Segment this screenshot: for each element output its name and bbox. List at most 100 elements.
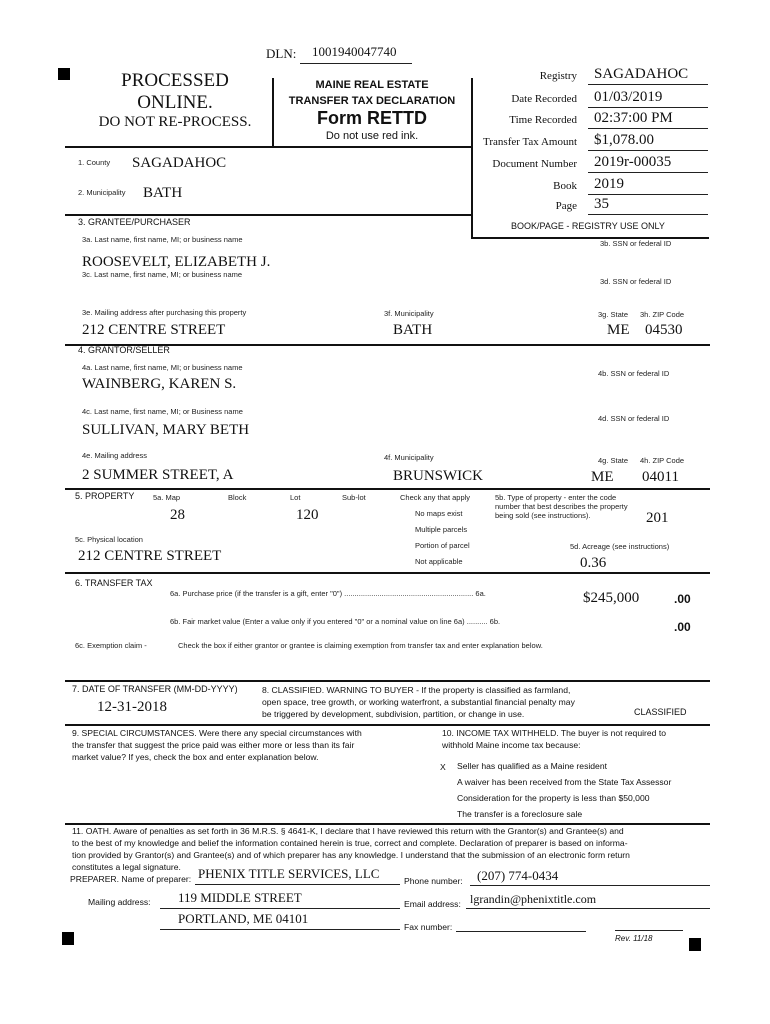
- county-value: SAGADAHOC: [132, 155, 227, 171]
- form-title-line2: TRANSFER TAX DECLARATION: [288, 95, 456, 107]
- municipality-label: 2. Municipality: [78, 188, 126, 197]
- municipality-value: BATH: [143, 185, 183, 201]
- dln-value: 1001940047740: [312, 44, 397, 59]
- oath-line3: tion provided by Grantor(s) and Grantee(…: [72, 850, 630, 860]
- lot-label: Lot: [290, 493, 301, 502]
- mailing-address-label: Mailing address:: [88, 897, 151, 907]
- withholding-checkmark[interactable]: X: [440, 762, 446, 772]
- registration-mark: [689, 938, 701, 951]
- grantor-name2-label: 4c. Last name, first name, MI; or Busine…: [82, 407, 243, 416]
- acreage-label: 5d. Acreage (see instructions): [570, 542, 670, 551]
- dln-label: DLN:: [266, 46, 297, 61]
- processed-stamp: PROCESSED: [121, 70, 229, 91]
- page-value: 35: [594, 196, 609, 212]
- email-value: lgrandin@phenixtitle.com: [470, 892, 597, 906]
- withholding-option-under-50000[interactable]: Consideration for the property is less t…: [457, 793, 650, 803]
- withholding-option-foreclosure[interactable]: The transfer is a foreclosure sale: [457, 809, 583, 819]
- income-tax-line1: 10. INCOME TAX WITHHELD. The buyer is no…: [442, 728, 666, 738]
- form-title-line1: MAINE REAL ESTATE: [315, 79, 429, 91]
- grantor-zip-label: 4h. ZIP Code: [640, 456, 685, 465]
- block-label: Block: [228, 493, 247, 502]
- exemption-label: 6c. Exemption claim -: [75, 641, 147, 650]
- preparer-name-label: PREPARER. Name of preparer:: [70, 874, 192, 884]
- check-no-maps[interactable]: No maps exist: [415, 509, 463, 518]
- check-not-applicable[interactable]: Not applicable: [415, 557, 463, 566]
- registry-label: Registry: [539, 70, 577, 82]
- ink-note: Do not use red ink.: [325, 130, 419, 142]
- classified-warning-line2: open space, tree growth, or working wate…: [262, 697, 575, 707]
- purchase-price-value: $245,000: [583, 590, 640, 606]
- fair-market-value-label: 6b. Fair market value (Enter a value onl…: [170, 617, 501, 626]
- grantor-name2-value: SULLIVAN, MARY BETH: [82, 422, 250, 438]
- registry-use-note: BOOK/PAGE - REGISTRY USE ONLY: [511, 221, 665, 231]
- check-portion-of-parcel[interactable]: Portion of parcel: [415, 541, 470, 550]
- special-circumstances-line2: the transfer that suggest the price paid…: [72, 740, 355, 750]
- date-recorded-label: Date Recorded: [511, 93, 577, 105]
- date-of-transfer-value: 12-31-2018: [97, 699, 167, 715]
- income-tax-line2: withhold Maine income tax because:: [442, 740, 581, 750]
- grantee-name-label: 3a. Last name, first name, MI; or busine…: [82, 235, 243, 244]
- time-recorded-label: Time Recorded: [509, 114, 577, 126]
- map-label: 5a. Map: [153, 493, 181, 502]
- grantee-municipality-value: BATH: [393, 322, 433, 338]
- oath-line4: constitutes a legal signature.: [72, 862, 181, 872]
- classified-warning-line3: be triggered by development, subdivision…: [262, 709, 525, 719]
- mailing-address-line1: 119 MIDDLE STREET: [178, 890, 302, 905]
- special-circumstances-line3: market value? If yes, check the box and …: [72, 752, 319, 762]
- grantor-address-value: 2 SUMMER STREET, A: [82, 467, 234, 483]
- grantor-municipality-value: BRUNSWICK: [393, 468, 484, 484]
- acreage-value: 0.36: [580, 555, 607, 571]
- form-name: Form RETTD: [317, 108, 427, 128]
- property-heading: 5. PROPERTY: [75, 491, 135, 501]
- physical-location-value: 212 CENTRE STREET: [78, 548, 222, 564]
- county-label: 1. County: [78, 158, 111, 167]
- grantee-name-value: ROOSEVELT, ELIZABETH J.: [82, 254, 271, 270]
- email-label: Email address:: [404, 899, 461, 909]
- oath-line1: 11. OATH. Aware of penalties as set fort…: [72, 826, 624, 836]
- grantor-state-value: ME: [591, 469, 614, 485]
- grantee-state-value: ME: [607, 322, 630, 338]
- grantee-ssn-label: 3b. SSN or federal ID: [600, 239, 672, 248]
- classified-status: CLASSIFIED: [634, 707, 687, 717]
- grantee-zip-label: 3h. ZIP Code: [640, 310, 685, 319]
- book-value: 2019: [594, 176, 624, 192]
- grantor-ssn-label: 4b. SSN or federal ID: [598, 369, 670, 378]
- sublot-label: Sub-lot: [342, 493, 366, 502]
- online-stamp: ONLINE.: [137, 92, 213, 113]
- phone-value: (207) 774-0434: [477, 868, 559, 883]
- grantee-zip-value: 04530: [645, 322, 683, 338]
- grantor-municipality-label: 4f. Municipality: [384, 453, 434, 462]
- grantee-address-value: 212 CENTRE STREET: [82, 322, 226, 338]
- registration-mark: [62, 932, 74, 945]
- withholding-option-resident[interactable]: Seller has qualified as a Maine resident: [457, 761, 608, 771]
- revision-label: Rev. 11/18: [615, 934, 653, 943]
- lot-value: 120: [296, 507, 319, 523]
- page-label: Page: [555, 200, 577, 212]
- grantor-name-value: WAINBERG, KAREN S.: [82, 376, 237, 392]
- check-any-label: Check any that apply: [400, 493, 471, 502]
- physical-location-label: 5c. Physical location: [75, 535, 143, 544]
- fax-label: Fax number:: [404, 922, 453, 932]
- registration-mark: [58, 68, 70, 80]
- fair-market-value-cents: .00: [674, 620, 691, 634]
- preparer-name-value: PHENIX TITLE SERVICES, LLC: [198, 866, 380, 881]
- check-multiple-parcels[interactable]: Multiple parcels: [415, 525, 468, 534]
- document-number-value: 2019r-00035: [594, 154, 672, 170]
- do-not-reprocess-stamp: DO NOT RE-PROCESS.: [98, 114, 252, 130]
- grantor-heading: 4. GRANTOR/SELLER: [78, 345, 170, 355]
- exemption-text: Check the box if either grantor or grant…: [178, 641, 543, 650]
- grantor-zip-value: 04011: [642, 469, 679, 485]
- grantee-state-label: 3g. State: [598, 310, 629, 319]
- property-type-value: 201: [646, 510, 669, 526]
- transfer-tax-amount-label: Transfer Tax Amount: [483, 136, 577, 148]
- grantor-name-label: 4a. Last name, first name, MI; or busine…: [82, 363, 243, 372]
- map-value: 28: [170, 507, 185, 523]
- book-label: Book: [553, 180, 577, 192]
- registry-value: SAGADAHOC: [594, 66, 689, 82]
- mailing-address-line2: PORTLAND, ME 04101: [178, 911, 309, 926]
- classified-warning-line1: 8. CLASSIFIED. WARNING TO BUYER - If the…: [262, 685, 571, 695]
- grantee-heading: 3. GRANTEE/PURCHASER: [78, 217, 191, 227]
- phone-label: Phone number:: [404, 876, 463, 886]
- withholding-option-waiver[interactable]: A waiver has been received from the Stat…: [457, 777, 672, 787]
- grantor-state-label: 4g. State: [598, 456, 629, 465]
